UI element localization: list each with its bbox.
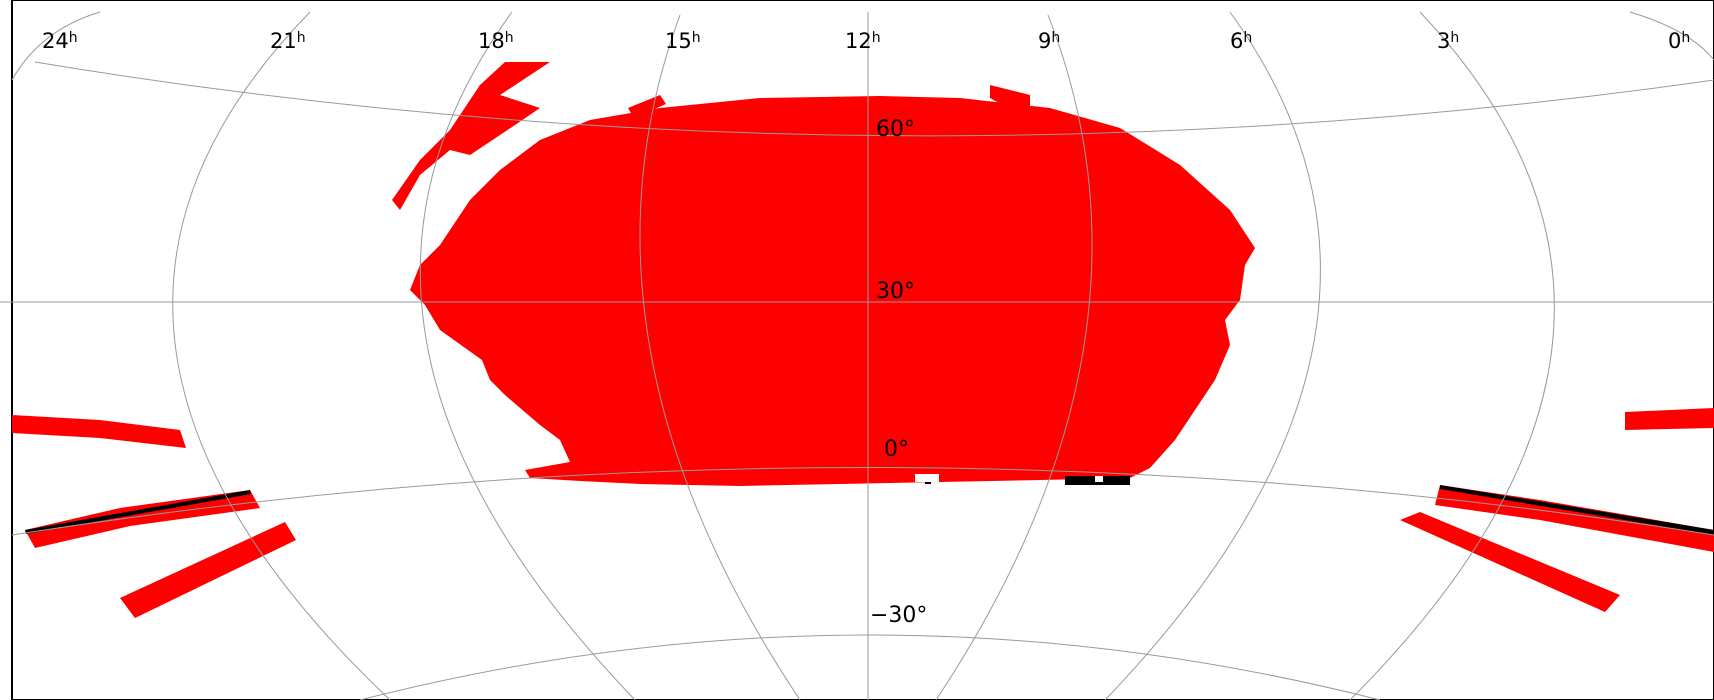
northern-tab-right [990,85,1030,112]
gap-edge [25,490,251,534]
ra-9h-line [935,14,1093,700]
dec-label-minus30: −30° [870,603,927,628]
ra-label: 3h [1437,29,1459,53]
dec-label-0: 0° [884,437,909,462]
ra-label: 15h [665,29,701,53]
southern-stripe-east-3 [1400,512,1620,612]
white-holes [915,474,1103,482]
southern-stripe-east-2 [1435,485,1714,552]
ra-18h-line [419,11,636,700]
coordinate-grid [0,11,1714,700]
northern-tab [628,95,666,118]
ra-0h-line [1629,11,1714,61]
southern-stripe-east-1 [1625,408,1714,430]
north-galactic-cap [410,96,1255,486]
dec-0-line [11,467,1714,536]
ra-24h-line [11,11,101,81]
ra-label: 18h [478,29,514,53]
dec-label-30: 30° [876,279,915,304]
dec-labels: 60° 30° 0° −30° [870,117,927,628]
southern-stripe-west-1 [12,415,186,448]
ra-15h-line [639,14,801,700]
dec-label-60: 60° [876,117,915,142]
ra-label: 24h [42,29,78,53]
dec-60-line [34,61,1714,137]
coverage-regions [12,62,1714,618]
dec-minus30-line [359,634,1381,700]
ra-3h-line [1349,11,1555,700]
ra-6h-line [1104,11,1321,700]
ra-label: 12h [845,29,881,53]
gap-edge [1440,485,1714,535]
ra-21h-line [172,11,391,700]
southern-stripe-west-3 [120,522,296,618]
ra-label: 0h [1668,29,1690,53]
ra-label: 9h [1038,29,1060,53]
northern-fragment [392,62,550,210]
ra-label: 6h [1230,29,1252,53]
southern-stripe-west-2 [25,490,260,548]
ra-label: 21h [270,29,306,53]
ra-labels: 24h 21h 18h 15h 12h 9h 6h 3h 0h [42,29,1690,53]
